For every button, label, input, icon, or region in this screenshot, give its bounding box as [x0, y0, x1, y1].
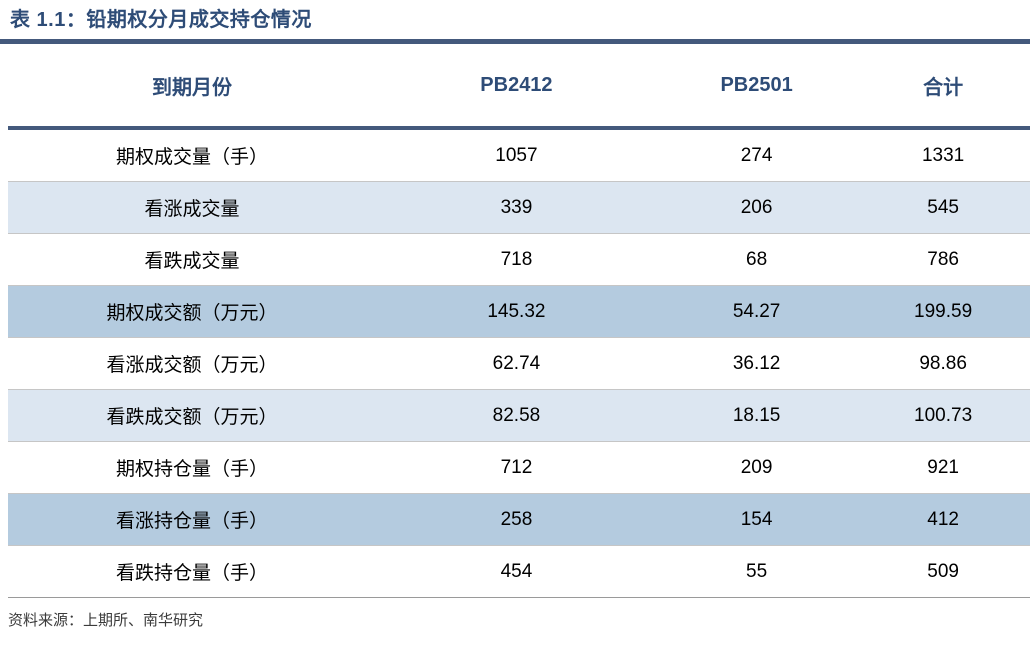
- cell-value: 55: [656, 545, 857, 598]
- cell-value: 18.15: [656, 389, 857, 442]
- row-label: 看跌成交额（万元）: [8, 389, 376, 442]
- column-header-total: 合计: [856, 44, 1030, 130]
- row-label: 期权成交量（手）: [115, 147, 268, 168]
- cell-value: 786: [856, 233, 1030, 286]
- cell-value: 154: [656, 493, 857, 546]
- table-row: 看跌成交量 718 68 786: [8, 233, 1030, 286]
- table-row: 期权持仓量（手） 712 209 921: [8, 441, 1030, 494]
- row-label: 看涨成交额（万元）: [8, 337, 376, 390]
- table-caption-block: 表 1.1：铅期权分月成交持仓情况: [0, 0, 1035, 44]
- table-row: 看跌持仓量（手） 454 55 509: [8, 545, 1030, 598]
- row-label: 期权成交额（万元）: [8, 285, 376, 338]
- table-row: 看涨成交额（万元） 62.74 36.12 98.86: [8, 337, 1030, 390]
- cell-value: 62.74: [375, 337, 657, 390]
- cell-value: 98.86: [856, 337, 1030, 390]
- cell-value: 712: [375, 441, 657, 494]
- options-volume-position-table: 到期月份 PB2412 PB2501 合计 期权成交量（手） 1057 274 …: [8, 44, 1030, 598]
- table-row: 看跌成交额（万元） 82.58 18.15 100.73: [8, 389, 1030, 442]
- header-row: 到期月份 PB2412 PB2501 合计: [8, 44, 1030, 130]
- cell-value: 54.27: [656, 285, 857, 338]
- cell-value: 206: [656, 181, 857, 234]
- cell-value: 718: [375, 233, 657, 286]
- table-row: 看涨成交量 339 206 545: [8, 181, 1030, 234]
- data-source-note: 资料来源：上期所、南华研究: [8, 612, 204, 629]
- cell-value: 545: [856, 181, 1030, 234]
- title-underline-rule: [0, 39, 1030, 44]
- row-label: 期权持仓量（手）: [8, 441, 376, 494]
- cell-value: 100.73: [856, 389, 1030, 442]
- cell-value: 36.12: [656, 337, 857, 390]
- cell-value: 454: [375, 545, 657, 598]
- cell-value: 921: [856, 441, 1030, 494]
- row-label: 看涨持仓量（手）: [8, 493, 376, 546]
- cell-value: 1057: [495, 144, 538, 166]
- column-header-expiry-month: 到期月份: [8, 44, 376, 130]
- cell-value: 412: [856, 493, 1030, 546]
- row-label: 看跌持仓量（手）: [8, 545, 376, 598]
- cell-value: 199.59: [856, 285, 1030, 338]
- cell-value: 209: [656, 441, 857, 494]
- cell-value: 68: [656, 233, 857, 286]
- row-label: 看跌成交量: [8, 233, 376, 286]
- column-header-pb2501: PB2501: [656, 44, 857, 130]
- cell-value: 1331: [921, 144, 965, 166]
- table-row: 看涨持仓量（手） 258 154 412: [8, 493, 1030, 546]
- cell-value: 145.32: [375, 285, 657, 338]
- page-title: 表 1.1：铅期权分月成交持仓情况: [10, 9, 312, 31]
- cell-value: 339: [375, 181, 657, 234]
- column-header-pb2412: PB2412: [375, 44, 657, 130]
- cell-value: 82.58: [375, 389, 657, 442]
- cell-value: 258: [375, 493, 657, 546]
- table-row: 期权成交额（万元） 145.32 54.27 199.59: [8, 285, 1030, 338]
- cell-value: 274: [740, 144, 773, 166]
- cell-value: 509: [856, 545, 1030, 598]
- table-row: 期权成交量（手） 1057 274 1331: [8, 128, 1030, 182]
- row-label: 看涨成交量: [8, 181, 376, 234]
